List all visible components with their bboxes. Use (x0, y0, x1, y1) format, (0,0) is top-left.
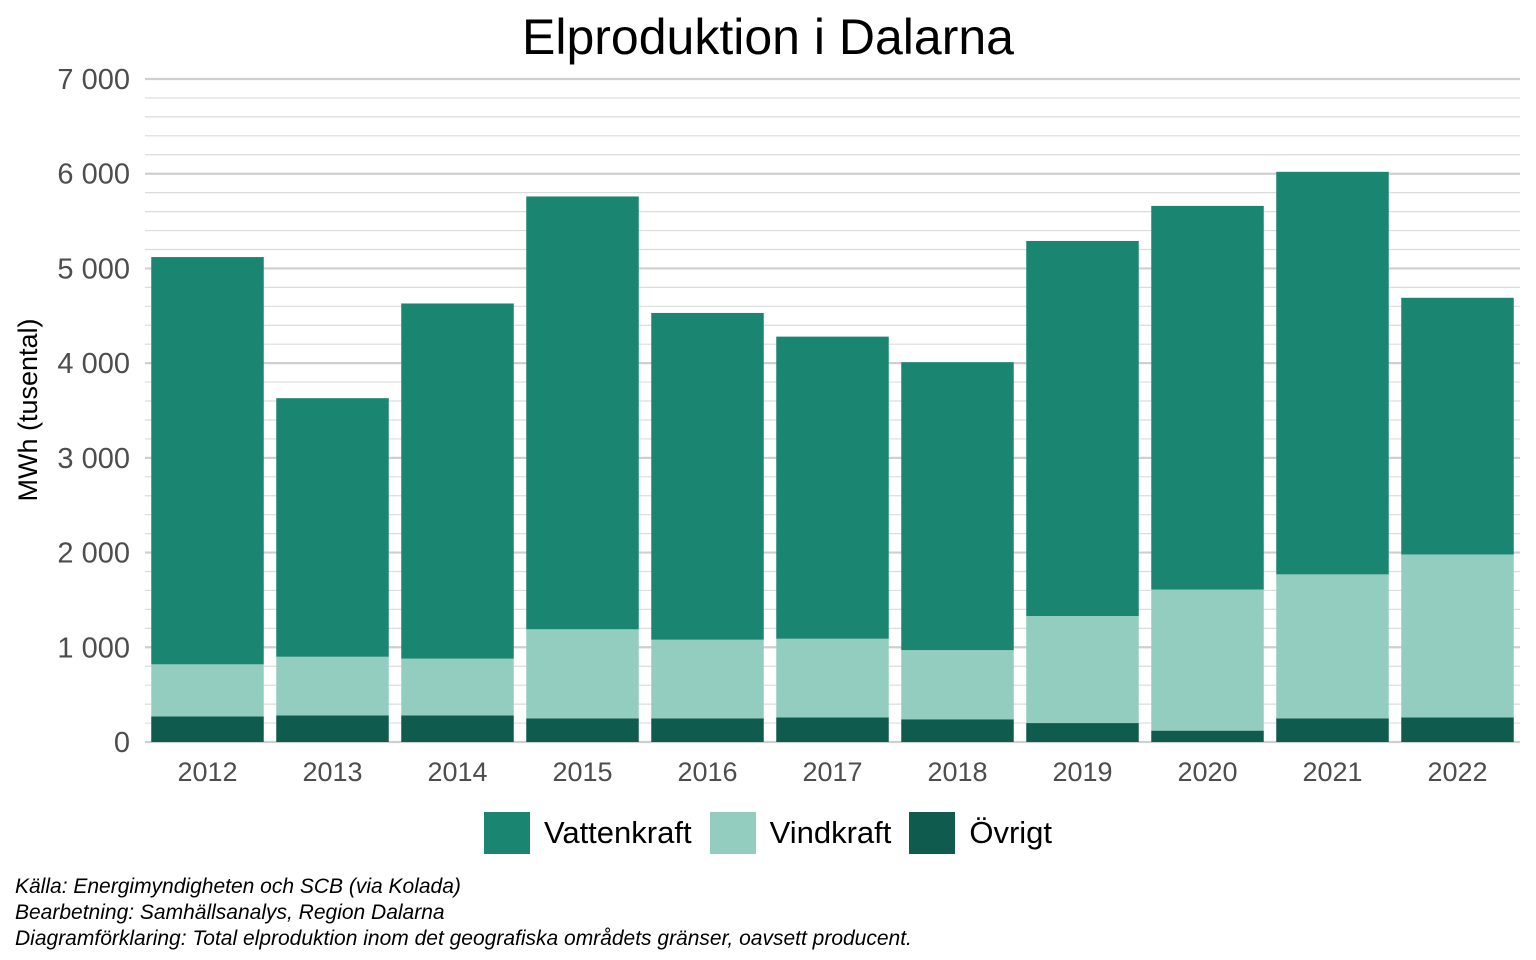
x-tick-label: 2018 (927, 757, 987, 787)
bar-vrigt-2015 (526, 718, 639, 742)
bar-vattenkraft-2022 (1401, 297, 1514, 555)
x-axis-ticks: 2012 2013 2014 2015 2016 2017 2018 2019 2020 2021… (177, 757, 1487, 787)
y-tick-label: 6 000 (57, 159, 130, 191)
bar-vattenkraft-2012 (151, 257, 264, 665)
y-tick-label: 2 000 (57, 538, 130, 570)
bar-vattenkraft-2018 (901, 362, 1014, 651)
caption-explanation: Diagramförklaring: Total elproduktion in… (15, 927, 912, 950)
bar-vattenkraft-2014 (401, 303, 514, 659)
bar-vattenkraft-2019 (1026, 240, 1139, 617)
legend-swatch (483, 812, 530, 854)
y-tick-label: 7 000 (57, 64, 130, 96)
y-tick-label: 5 000 (57, 253, 130, 285)
bar-vrigt-2013 (276, 715, 389, 742)
caption: Källa: Energimyndigheten och SCB (via Ko… (15, 874, 912, 952)
x-tick-label: 2019 (1052, 757, 1112, 787)
legend-swatch (709, 812, 756, 854)
bar-vindkraft-2015 (526, 629, 639, 719)
bar-vrigt-2016 (651, 718, 764, 742)
bar-vattenkraft-2013 (276, 398, 389, 657)
legend-item: Övrigt (909, 812, 1052, 854)
bar-vattenkraft-2017 (776, 336, 889, 639)
bar-vrigt-2014 (401, 715, 514, 742)
bar-vindkraft-2016 (651, 639, 764, 719)
x-tick-label: 2021 (1302, 757, 1362, 787)
y-axis-ticks: 0 1 000 2 000 3 000 4 000 5 000 6 000 7 000 (57, 64, 130, 759)
bar-vattenkraft-2020 (1151, 205, 1264, 590)
bars (151, 171, 1514, 742)
legend-label: Vindkraft (769, 815, 892, 850)
caption-processing: Bearbetning: Samhällsanalys, Region Dala… (15, 901, 445, 924)
bar-vattenkraft-2016 (651, 312, 764, 640)
y-tick-label: 1 000 (57, 632, 130, 664)
bar-vattenkraft-2015 (526, 196, 639, 630)
legend-label: Övrigt (969, 815, 1053, 850)
legend-item: Vattenkraft (483, 812, 692, 854)
x-tick-label: 2020 (1177, 757, 1237, 787)
bar-vrigt-2020 (1151, 730, 1264, 742)
bar-vindkraft-2012 (151, 664, 264, 717)
x-tick-label: 2022 (1427, 757, 1487, 787)
legend: Vattenkraft Vindkraft Övrigt (0, 812, 1536, 854)
x-tick-label: 2012 (177, 757, 237, 787)
bar-vindkraft-2018 (901, 650, 1014, 720)
x-tick-label: 2014 (427, 757, 487, 787)
bar-vindkraft-2019 (1026, 616, 1139, 724)
y-tick-label: 3 000 (57, 443, 130, 475)
bar-vindkraft-2014 (401, 658, 514, 716)
x-tick-label: 2013 (302, 757, 362, 787)
bar-vrigt-2022 (1401, 717, 1514, 742)
bar-vattenkraft-2021 (1276, 171, 1389, 575)
x-tick-label: 2017 (802, 757, 862, 787)
y-tick-label: 4 000 (57, 348, 130, 380)
legend-swatch (909, 812, 956, 854)
bar-vindkraft-2022 (1401, 554, 1514, 718)
y-tick-label: 0 (114, 727, 130, 759)
y-axis-label: MWh (tusental) (13, 318, 43, 501)
bar-vrigt-2012 (151, 716, 264, 742)
bar-vrigt-2019 (1026, 723, 1139, 742)
chart-title: Elproduktion i Dalarna (522, 9, 1014, 65)
bar-vindkraft-2020 (1151, 589, 1264, 731)
x-tick-label: 2016 (677, 757, 737, 787)
x-tick-label: 2015 (552, 757, 612, 787)
bar-vrigt-2021 (1276, 718, 1389, 742)
bar-vindkraft-2021 (1276, 574, 1389, 719)
legend-label: Vattenkraft (543, 815, 692, 850)
bar-vrigt-2017 (776, 717, 889, 742)
bar-vindkraft-2017 (776, 638, 889, 718)
bar-vrigt-2018 (901, 719, 1014, 742)
legend-item: Vindkraft (709, 812, 892, 854)
bar-vindkraft-2013 (276, 656, 389, 716)
caption-source: Källa: Energimyndigheten och SCB (via Ko… (15, 875, 461, 898)
